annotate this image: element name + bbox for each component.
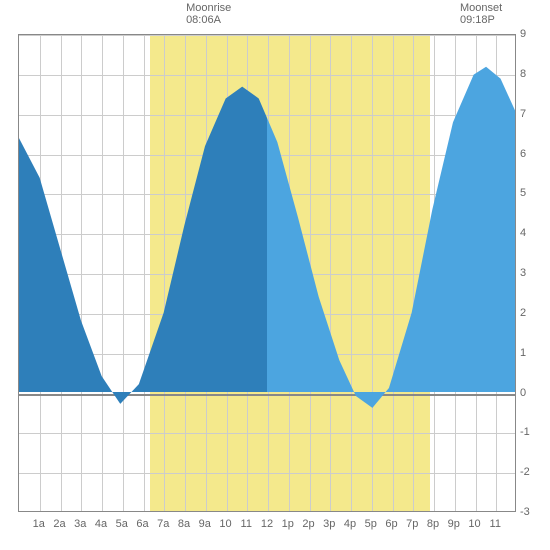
x-tick: 10	[468, 518, 480, 530]
x-tick: 5a	[116, 518, 128, 530]
x-tick: 1p	[282, 518, 294, 530]
y-tick: 9	[520, 28, 544, 40]
y-tick: 0	[520, 387, 544, 399]
x-tick: 7a	[157, 518, 169, 530]
tide-area	[19, 35, 515, 511]
moonrise-title: Moonrise	[186, 2, 231, 14]
x-tick: 5p	[365, 518, 377, 530]
moonrise-label: Moonrise 08:06A	[186, 2, 231, 26]
y-tick: 7	[520, 108, 544, 120]
tide-chart: Moonrise 08:06A Moonset 09:18P -3-2-1012…	[0, 0, 550, 550]
moonset-time: 09:18P	[460, 14, 502, 26]
x-axis: 1a 2a 3a 4a 5a 6a 7a 8a 9a 10 11 12 1p 2p 3p 4p 5p 6p 7p 8p…	[18, 518, 516, 538]
y-tick: 5	[520, 187, 544, 199]
x-tick: 3p	[323, 518, 335, 530]
x-tick: 8a	[178, 518, 190, 530]
y-tick: -3	[520, 506, 544, 518]
x-tick: 9p	[448, 518, 460, 530]
x-tick: 12	[261, 518, 273, 530]
tide-fill-am	[19, 87, 267, 404]
plot-area	[18, 34, 516, 512]
x-tick: 10	[219, 518, 231, 530]
x-tick: 6a	[136, 518, 148, 530]
x-tick: 4a	[95, 518, 107, 530]
x-tick: 2a	[53, 518, 65, 530]
top-labels: Moonrise 08:06A Moonset 09:18P	[0, 0, 550, 32]
x-tick: 4p	[344, 518, 356, 530]
y-tick: -1	[520, 426, 544, 438]
moonrise-time: 08:06A	[186, 14, 231, 26]
moonset-label: Moonset 09:18P	[460, 2, 502, 26]
tide-fill-pm	[267, 67, 515, 408]
x-tick: 8p	[427, 518, 439, 530]
x-tick: 1a	[33, 518, 45, 530]
x-tick: 11	[241, 518, 252, 530]
y-tick: -2	[520, 466, 544, 478]
y-tick: 4	[520, 227, 544, 239]
x-tick: 2p	[302, 518, 314, 530]
y-tick: 2	[520, 307, 544, 319]
x-tick: 9a	[199, 518, 211, 530]
y-tick: 8	[520, 68, 544, 80]
x-tick: 11	[490, 518, 501, 530]
y-tick: 6	[520, 148, 544, 160]
y-tick: 1	[520, 347, 544, 359]
x-tick: 3a	[74, 518, 86, 530]
y-tick: 3	[520, 267, 544, 279]
x-tick: 7p	[406, 518, 418, 530]
moonset-title: Moonset	[460, 2, 502, 14]
x-tick: 6p	[385, 518, 397, 530]
y-axis: -3-2-10123456789	[520, 34, 544, 512]
